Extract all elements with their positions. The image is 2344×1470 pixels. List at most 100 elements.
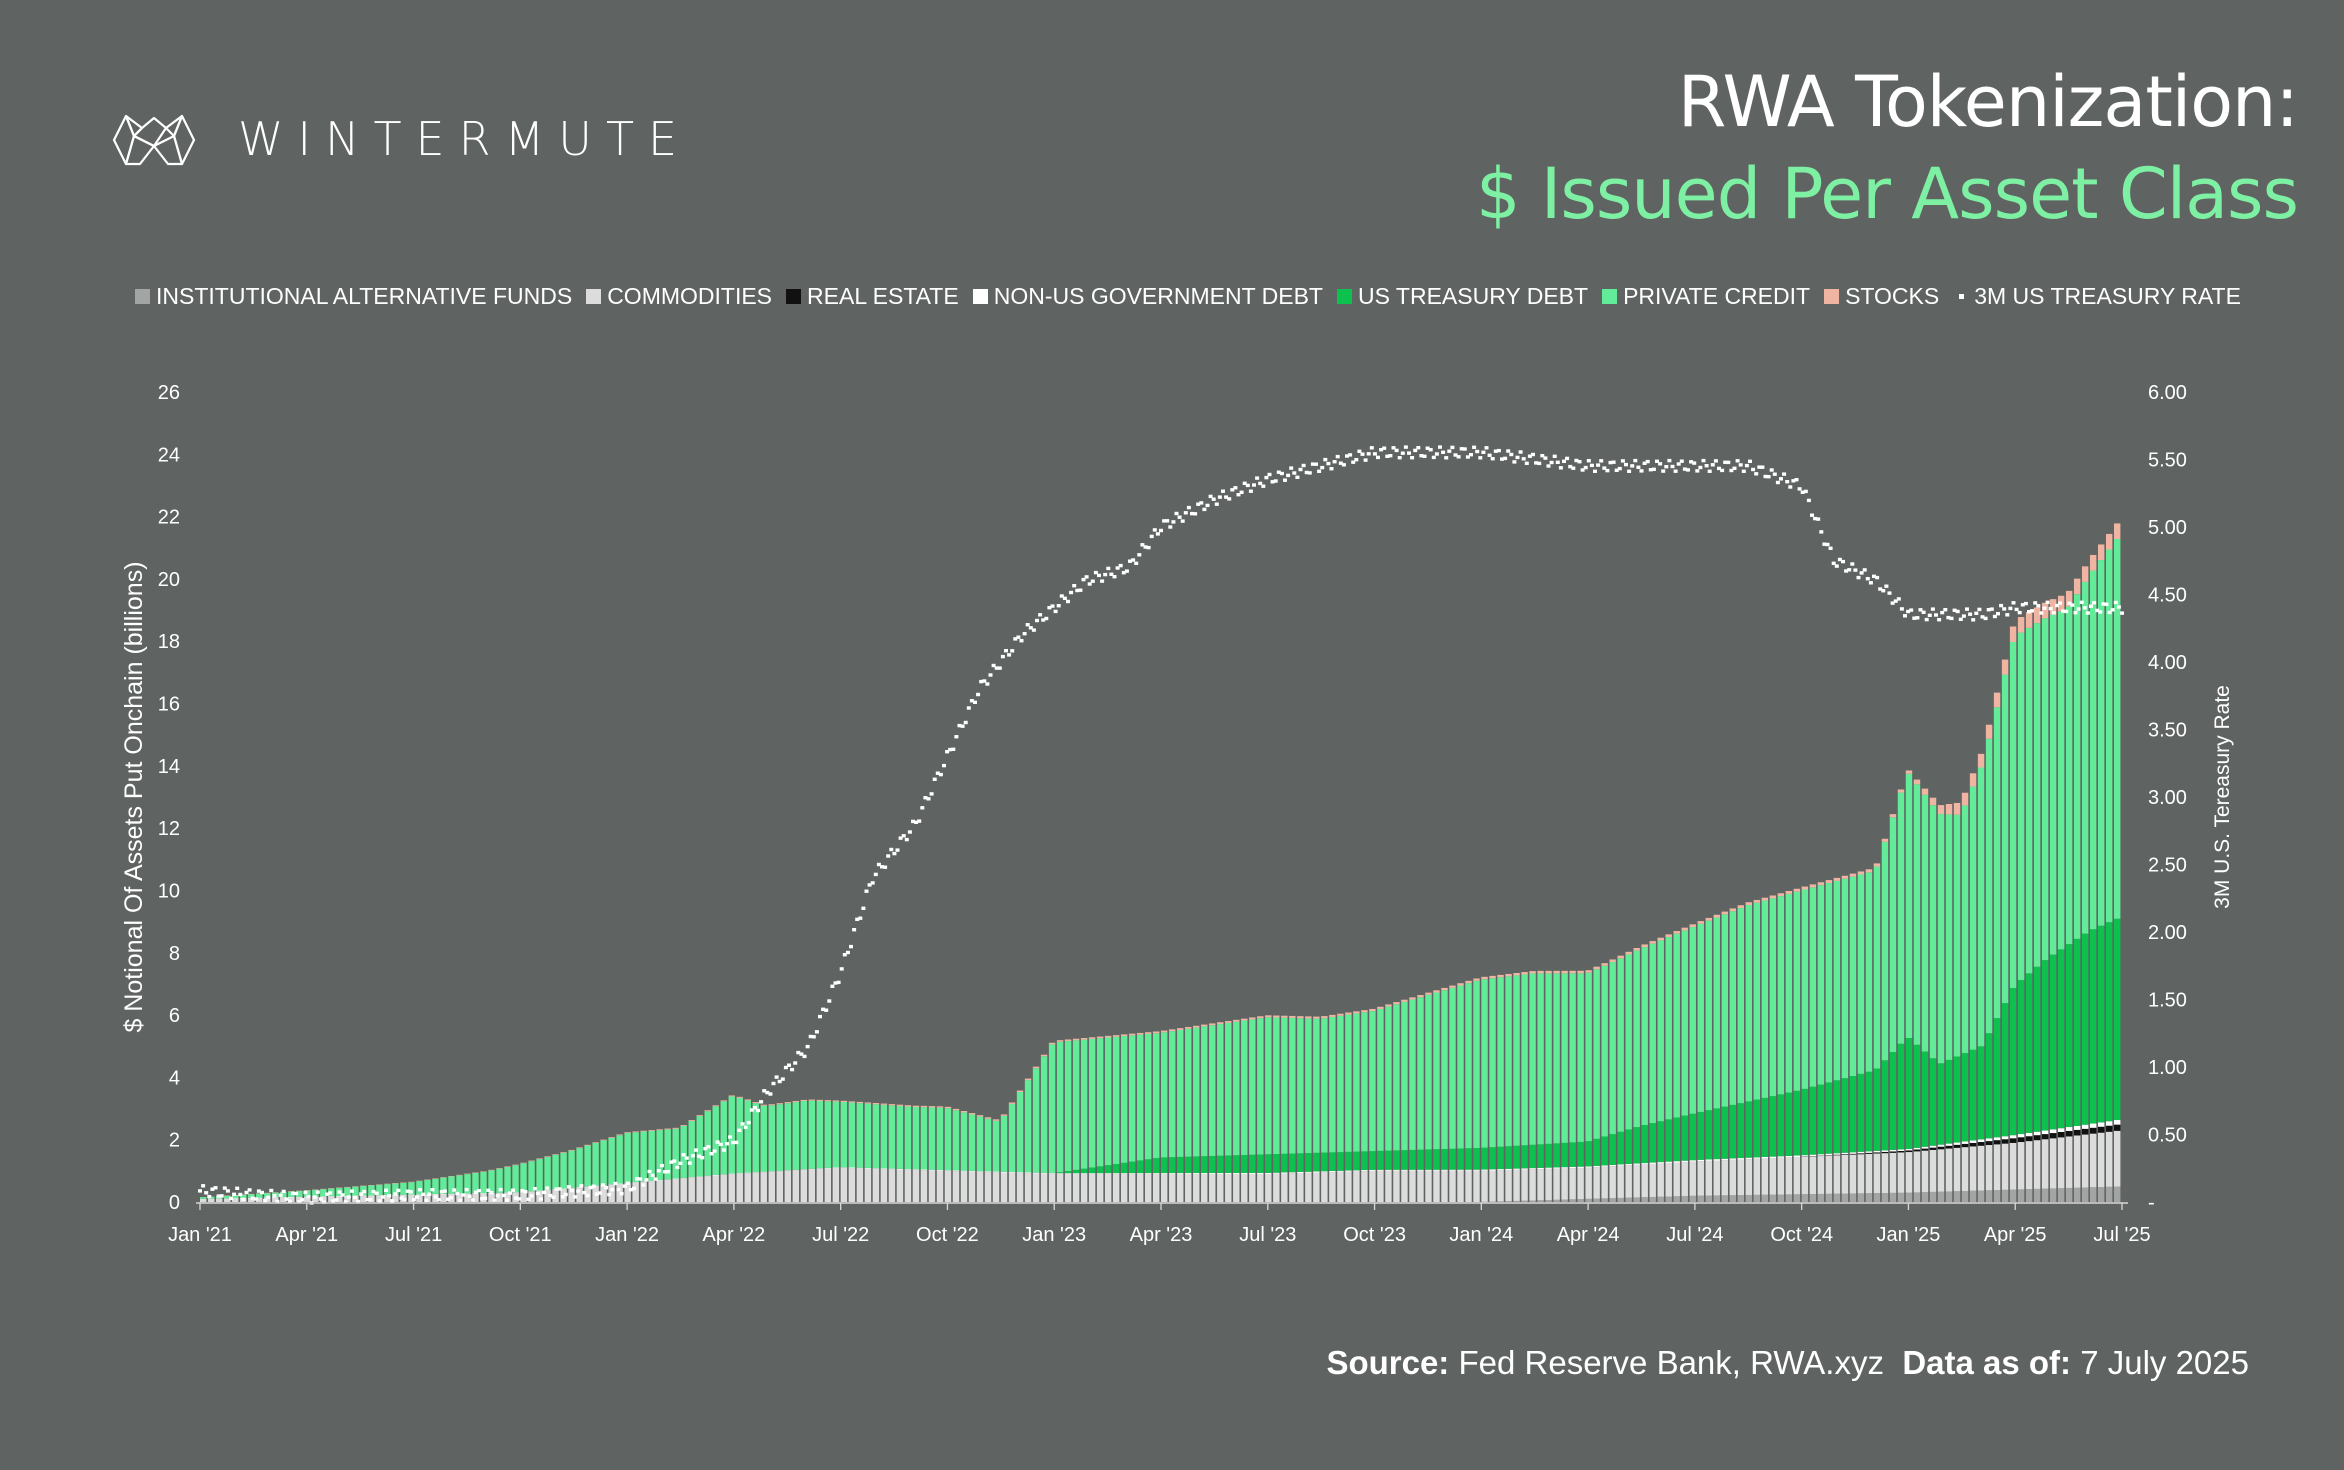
bar-segment — [1193, 1173, 1200, 1202]
bar-segment — [1481, 979, 1488, 1148]
bar-segment — [2017, 617, 2025, 633]
bar-segment — [992, 1120, 1000, 1172]
rate-point — [1118, 563, 1123, 568]
bar-segment — [1601, 1136, 1608, 1166]
bar-segment — [1241, 1154, 1248, 1174]
bar-segment — [1497, 977, 1504, 1147]
bar-segment — [1937, 814, 1945, 1064]
bar-segment — [552, 1154, 559, 1155]
bar-segment — [1873, 863, 1881, 867]
bar-segment — [496, 1193, 503, 1202]
bar-segment — [1745, 1159, 1753, 1195]
rate-point — [849, 944, 853, 949]
bar-segment — [2065, 1136, 2073, 1188]
bar-segment — [1377, 1150, 1384, 1170]
rate-point — [1441, 450, 1446, 454]
bar-segment — [240, 1194, 247, 1198]
bar-segment — [1841, 1154, 1849, 1194]
rate-point — [976, 692, 981, 697]
bar-segment — [744, 1172, 751, 1174]
bar-segment — [1577, 970, 1584, 974]
bar-segment — [936, 1169, 944, 1171]
rate-point — [2064, 609, 2069, 614]
y-tick-label: 26 — [158, 382, 180, 404]
rate-point — [284, 1197, 289, 1201]
bar-segment — [1265, 1017, 1272, 1155]
rate-point — [557, 1187, 562, 1191]
bar-segment — [1801, 1088, 1809, 1156]
rate-point — [1726, 460, 1731, 465]
bar-segment — [1040, 1172, 1048, 1174]
y2-tick-label: 6.00 — [2148, 382, 2187, 404]
bar-segment — [1953, 1144, 1961, 1148]
bar-segment — [1929, 1149, 1937, 1192]
x-tick-label: Apr '23 — [1130, 1224, 1193, 1246]
rate-point — [749, 1108, 754, 1112]
bar-segment — [872, 1104, 880, 1169]
rate-point — [1019, 639, 1024, 643]
rate-point — [384, 1188, 388, 1192]
bar-segment — [1425, 1169, 1432, 1171]
x-tick-label: Jan '21 — [168, 1224, 232, 1246]
bar-segment — [1152, 1033, 1160, 1159]
rate-point — [700, 1156, 705, 1160]
bar-segment — [2049, 1138, 2057, 1189]
bar-segment — [1665, 1196, 1672, 1202]
rate-dots-group — [198, 445, 2124, 1205]
bar-segment — [2073, 1135, 2081, 1188]
rate-point — [907, 830, 912, 834]
bar-segment — [1409, 1170, 1416, 1202]
rate-point — [1636, 465, 1641, 469]
bar-segment — [2113, 539, 2121, 919]
rate-point — [340, 1193, 345, 1197]
bar-segment — [632, 1132, 639, 1183]
rate-point — [1453, 453, 1458, 457]
rate-point — [737, 1128, 742, 1132]
bar-segment — [1977, 1139, 1985, 1143]
bar-segment — [2049, 954, 2057, 1130]
bar-segment — [816, 1099, 824, 1101]
rate-point — [678, 1161, 683, 1165]
bar-segment — [1257, 1154, 1264, 1173]
rate-point — [734, 1140, 739, 1145]
rate-point — [2014, 607, 2019, 612]
bar-segment — [1641, 1164, 1648, 1198]
bar-segment — [1849, 1076, 1857, 1153]
bar-segment — [1905, 1038, 1913, 1149]
bar-segment — [1096, 1166, 1104, 1174]
bar-segment — [1873, 1068, 1881, 1151]
bar-segment — [1729, 911, 1736, 1105]
bar-segment — [488, 1170, 495, 1193]
rate-point — [1624, 462, 1628, 467]
bar-segment — [1425, 1149, 1432, 1170]
bar-segment — [1297, 1172, 1304, 1202]
bar-segment — [1753, 1157, 1761, 1159]
bar-segment — [1945, 814, 1953, 1060]
bar-segment — [904, 1169, 912, 1170]
rate-point — [1847, 568, 1852, 572]
rate-point — [1314, 462, 1318, 466]
rate-point — [1410, 456, 1415, 460]
rate-point — [1583, 465, 1588, 470]
bar-segment — [1897, 1192, 1905, 1202]
rate-point — [1264, 475, 1269, 480]
bar-segment — [1865, 1193, 1873, 1202]
bar-segment — [1841, 1152, 1849, 1155]
bar-segment — [336, 1196, 343, 1202]
bar-segment — [1817, 1154, 1825, 1156]
bar-segment — [1681, 930, 1688, 1116]
bar-segment — [536, 1159, 543, 1191]
bar-segment — [1505, 1170, 1512, 1202]
rate-point — [467, 1194, 472, 1198]
rate-point — [303, 1190, 308, 1195]
rate-point — [1952, 608, 1957, 612]
rate-point — [1134, 561, 1139, 565]
bar-segment — [776, 1104, 784, 1171]
bar-segment — [1329, 1152, 1336, 1172]
bar-segment — [1401, 999, 1408, 1002]
bar-segment — [888, 1104, 896, 1106]
bar-segment — [1649, 1123, 1656, 1163]
bar-segment — [1152, 1158, 1160, 1174]
bar-segment — [1088, 1037, 1096, 1039]
